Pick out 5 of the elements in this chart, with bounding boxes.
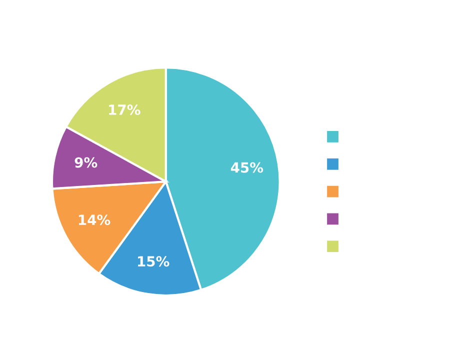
- data-label: 45%: [230, 162, 264, 173]
- data-label: 15%: [138, 256, 170, 267]
- data-label: 9%: [74, 157, 98, 168]
- data-label: 14%: [78, 214, 110, 226]
- data-label: 17%: [109, 104, 140, 115]
